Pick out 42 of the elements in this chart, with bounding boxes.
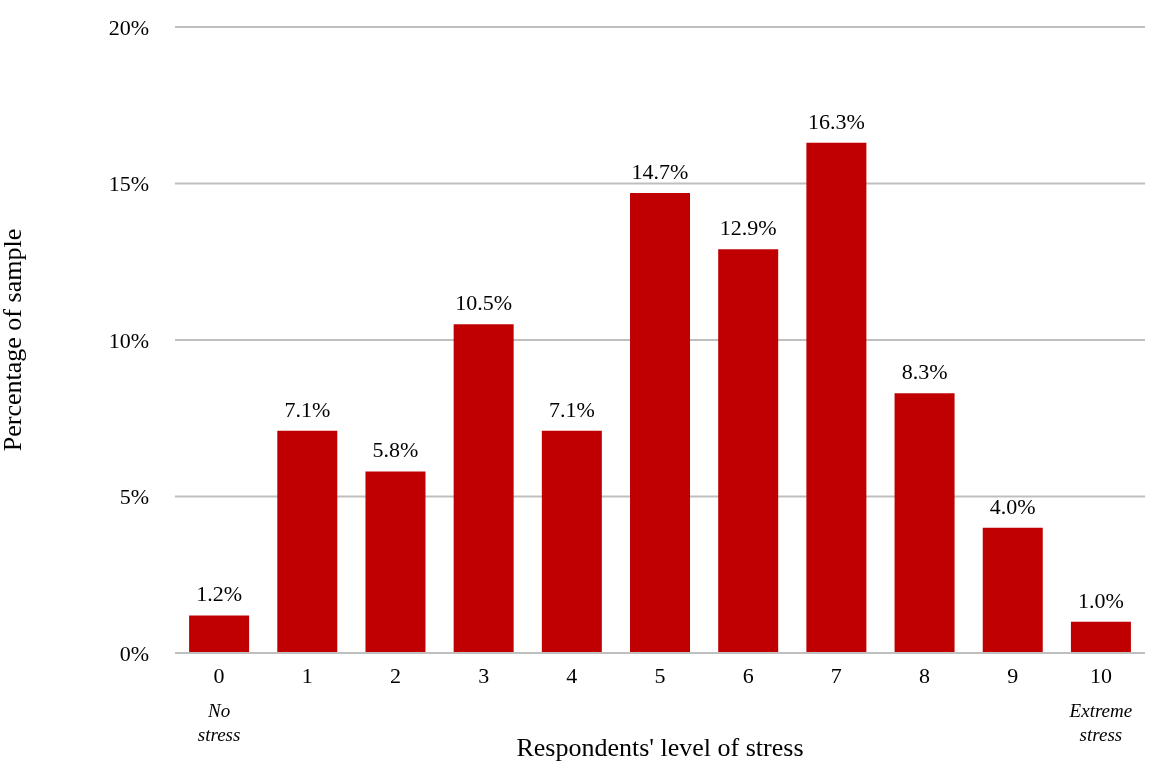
bar [453, 324, 514, 653]
y-tick-label: 10% [108, 327, 149, 353]
x-tick-label: 0 [213, 663, 225, 688]
x-tick-label: 9 [1007, 663, 1019, 688]
x-tick-label: 2 [389, 663, 401, 688]
bar [189, 615, 250, 653]
y-tick-label: 5% [119, 484, 149, 510]
x-axis-title: Respondents' level of stress [516, 733, 804, 762]
x-tick-label: 4 [566, 663, 578, 688]
y-tick-label: 15% [108, 171, 149, 197]
x-tick-label: 3 [478, 663, 490, 688]
bar [1070, 621, 1131, 653]
data-label: 12.9% [719, 215, 777, 241]
bar [630, 192, 691, 653]
data-label: 8.3% [901, 359, 948, 385]
bar [365, 471, 426, 653]
x-tick-label: 6 [742, 663, 754, 688]
data-label: 4.0% [989, 493, 1036, 519]
y-tick-label: 0% [119, 640, 149, 666]
data-label: 14.7% [631, 158, 689, 184]
bar [541, 430, 602, 653]
text: Extreme stress [1068, 700, 1133, 745]
x-tick-label: 5 [654, 663, 666, 688]
x-tick-label: 7 [830, 663, 842, 688]
y-tick-label: 20% [108, 14, 149, 40]
y-axis-title: Percentage of sample [0, 228, 28, 452]
data-label: 16.3% [807, 108, 865, 134]
bar [894, 393, 955, 653]
data-label: 1.0% [1078, 587, 1124, 613]
bar [277, 430, 338, 653]
data-label: 7.1% [548, 396, 595, 422]
text: No stress [197, 700, 241, 745]
data-label: 5.8% [372, 437, 419, 463]
data-label: 7.1% [284, 396, 331, 422]
x-tick-label: 1 [301, 663, 313, 688]
data-label: 10.5% [455, 290, 513, 316]
data-label: 1.2% [196, 581, 243, 607]
x-tick-label: 10 [1089, 663, 1112, 688]
bar [718, 249, 779, 653]
bar [982, 527, 1043, 653]
x-tick-label: 8 [919, 663, 931, 688]
bar [806, 142, 867, 653]
